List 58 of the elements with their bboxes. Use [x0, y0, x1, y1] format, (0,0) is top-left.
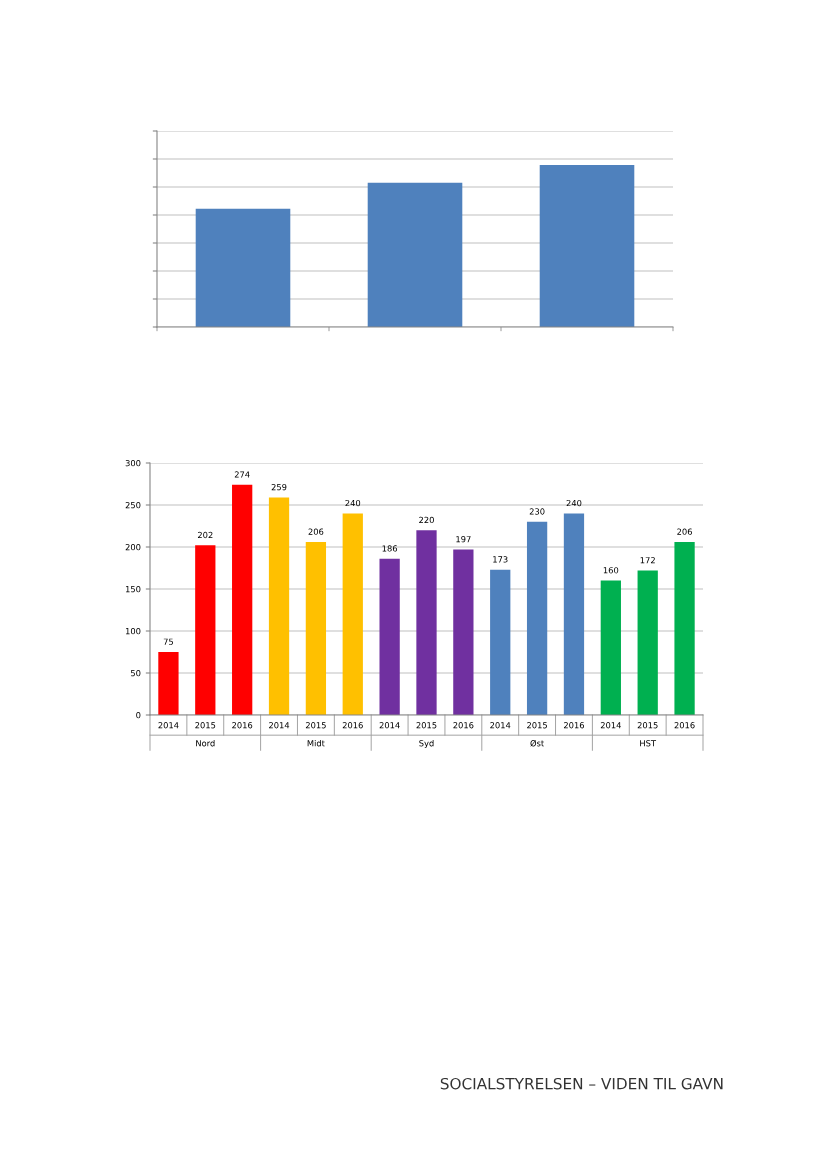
- bar: [490, 569, 511, 715]
- bar: [526, 521, 548, 715]
- bar: [342, 513, 363, 715]
- x-tick-label: 2014: [490, 722, 511, 729]
- x-tick-label: 2016: [674, 722, 695, 729]
- bar: [195, 545, 216, 715]
- x-tick-label: 2014: [379, 722, 400, 729]
- text: Syd: [419, 739, 434, 749]
- data-label: 259: [271, 483, 287, 491]
- bar: [637, 570, 658, 715]
- data-label: 206: [308, 528, 324, 535]
- bar: [674, 541, 695, 715]
- data-label: 75: [163, 638, 174, 645]
- data-label: 197: [456, 536, 471, 543]
- x-tick-label: 2015: [637, 722, 658, 729]
- text: Midt: [307, 739, 325, 747]
- x-tick-label: 2016: [563, 722, 585, 729]
- y-tick-label: 100: [125, 627, 141, 635]
- bar: [563, 513, 585, 715]
- text: Øst: [530, 739, 544, 747]
- bar: [600, 580, 621, 715]
- x-tick-label: 2016: [232, 722, 253, 729]
- bar: [268, 497, 290, 715]
- x-tick-label: 2015: [416, 722, 437, 729]
- bar: [305, 541, 327, 715]
- data-label: 160: [603, 567, 619, 574]
- y-tick-label: 200: [125, 543, 141, 551]
- data-label: 240: [566, 499, 582, 507]
- y-tick-label: 50: [131, 669, 141, 677]
- data-label: 240: [345, 499, 361, 507]
- data-label: 186: [382, 545, 398, 552]
- text: Nord: [196, 739, 215, 747]
- data-label: 172: [640, 557, 655, 564]
- data-label: 206: [677, 528, 692, 535]
- data-label: 274: [234, 471, 250, 478]
- x-tick-label: 2016: [342, 722, 363, 729]
- x-tick-label: 2015: [305, 722, 326, 729]
- x-tick-label: 2014: [269, 722, 290, 729]
- bar: [379, 558, 400, 715]
- y-tick-label: 0: [136, 711, 141, 719]
- y-tick-label: 250: [125, 501, 141, 509]
- text: SOCIALSTYRELSEN – VIDEN TIL GAVN: [440, 1077, 723, 1090]
- data-label: 173: [493, 556, 508, 563]
- x-tick-label: 2016: [453, 722, 474, 729]
- text: HST: [640, 740, 657, 747]
- y-tick-label: 300: [125, 459, 141, 467]
- x-tick-label: 2015: [195, 722, 216, 729]
- x-tick-label: 2015: [527, 722, 547, 729]
- bar: [416, 530, 437, 715]
- data-label: 220: [419, 516, 434, 524]
- data-label: 202: [197, 531, 213, 539]
- x-tick-label: 2014: [600, 722, 621, 729]
- bar: [232, 484, 253, 715]
- data-label: 230: [529, 508, 545, 515]
- bar: [453, 549, 474, 715]
- bar: [158, 652, 179, 715]
- y-tick-label: 150: [125, 585, 141, 593]
- x-tick-label: 2014: [158, 722, 179, 729]
